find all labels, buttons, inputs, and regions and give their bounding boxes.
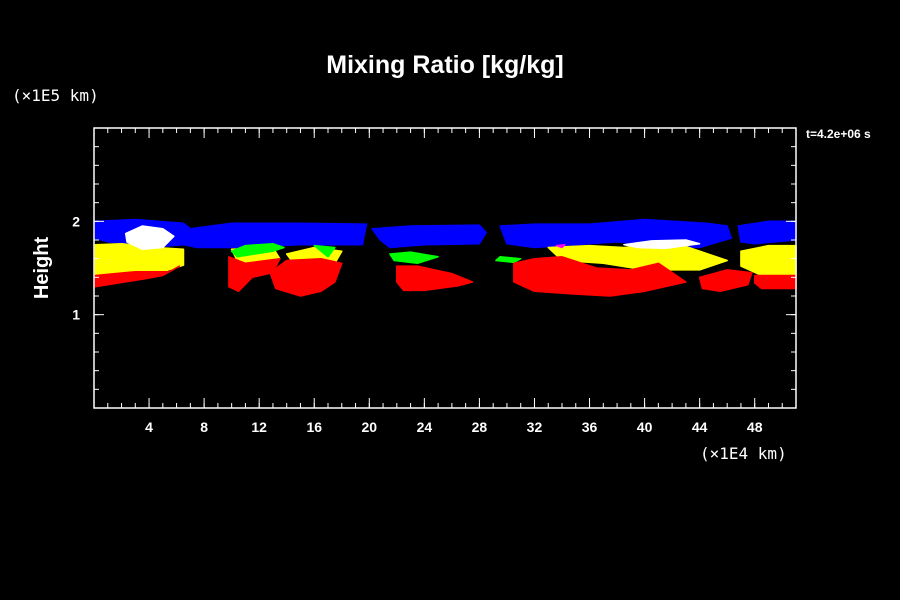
- mixing-region-level-3-11: [389, 251, 439, 265]
- plot-regions: [94, 218, 797, 297]
- x-tick-label: 4: [145, 419, 153, 435]
- mixing-region-level-3-10: [313, 244, 336, 258]
- mixing-region-level-6-22: [555, 243, 566, 249]
- mixing-region-level-1-15: [269, 257, 343, 297]
- mixing-region-level-1-17: [513, 256, 687, 297]
- plot-frame: [93, 127, 797, 409]
- y-tick-label: 2: [72, 213, 80, 229]
- x-tick-label: 32: [527, 419, 543, 435]
- x-tick-label: 16: [306, 419, 322, 435]
- mixing-region-level-1-13: [94, 265, 181, 288]
- x-tick-label: 8: [200, 419, 208, 435]
- mixing-region-level-1-18: [698, 269, 753, 293]
- mixing-region-level-3-9: [230, 242, 285, 258]
- x-tick-label: 44: [692, 419, 708, 435]
- mixing-region-level-4-1: [371, 224, 488, 249]
- axis-ticks: [94, 128, 796, 408]
- mixing-region-level-1-19: [753, 274, 797, 290]
- mixing-region-level-5-21: [623, 239, 701, 250]
- y-tick-label: 1: [72, 307, 80, 323]
- mixing-region-level-2-6: [740, 244, 797, 277]
- chart-title: Mixing Ratio [kg/kg]: [326, 51, 564, 79]
- x-tick-label: 20: [362, 419, 378, 435]
- x-tick-label: 28: [472, 419, 488, 435]
- mixing-region-level-3-12: [495, 256, 522, 264]
- x-tick-label: 12: [251, 419, 267, 435]
- x-tick-label: 40: [637, 419, 653, 435]
- y-axis-label: Height: [31, 237, 53, 300]
- x-unit-label: (×1E4 km): [700, 444, 787, 463]
- mixing-region-level-1-14: [228, 256, 281, 293]
- y-unit-label: (×1E5 km): [12, 86, 99, 105]
- x-tick-label: 24: [417, 419, 433, 435]
- mixing-region-level-4-3: [737, 220, 797, 245]
- x-tick-label: 48: [747, 419, 763, 435]
- mixing-region-level-5-20: [124, 225, 175, 251]
- time-label: t=4.2e+06 s: [806, 127, 871, 141]
- mixing-region-level-2-5: [547, 244, 728, 271]
- x-tick-label: 36: [582, 419, 598, 435]
- mixing-region-level-1-16: [396, 265, 474, 292]
